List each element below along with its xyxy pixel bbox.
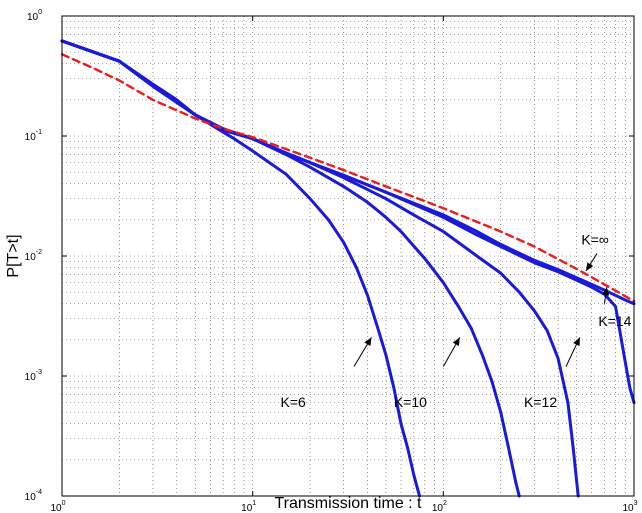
annotation-label: K=6 (281, 394, 307, 410)
annotation-arrowhead (585, 262, 594, 271)
annotations: K=6 K=10 K=12 K=14 K=∞ (281, 231, 632, 410)
annotation-label: K=12 (524, 394, 557, 410)
plot-series (60, 39, 636, 498)
annotation-arrowhead (602, 287, 610, 296)
annotation-arrowhead (573, 337, 580, 347)
x-axis-title: Transmission time : t (275, 495, 423, 512)
series-line (60, 39, 636, 306)
series-line (60, 53, 636, 303)
grid (62, 16, 634, 496)
annotation-label: K=14 (598, 313, 631, 329)
annotation-label: K=∞ (581, 231, 609, 247)
annotation-arrowhead (364, 337, 372, 346)
y-axis-title: P[T>t] (5, 234, 22, 277)
annotation-label: K=10 (394, 394, 427, 410)
annotation-arrowhead (452, 337, 460, 347)
